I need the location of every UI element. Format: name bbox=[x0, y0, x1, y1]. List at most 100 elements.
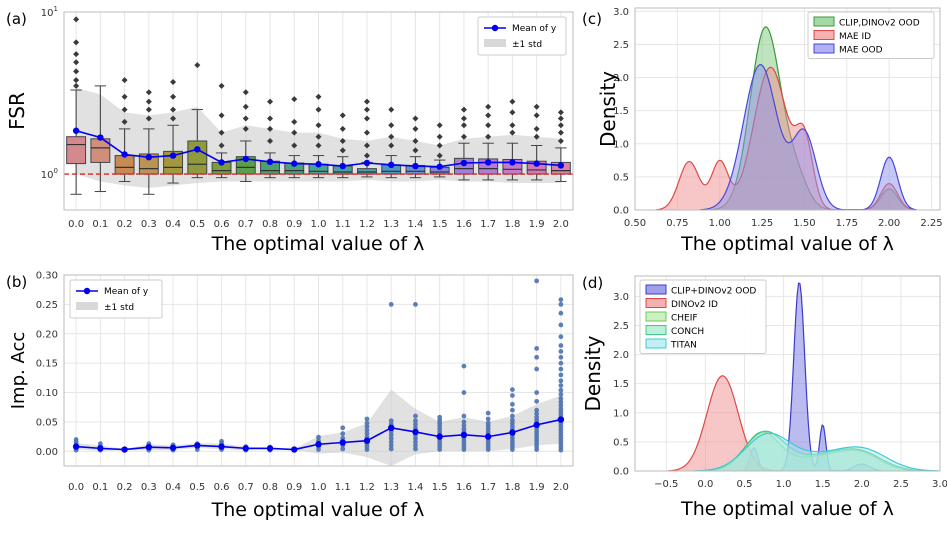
flier-point bbox=[485, 133, 492, 140]
scatter-point bbox=[558, 391, 564, 397]
flier-point bbox=[557, 115, 564, 122]
flier-point bbox=[460, 115, 467, 122]
flier-point bbox=[509, 109, 516, 116]
y-tick-label: 3.0 bbox=[613, 7, 629, 18]
y-tick-label: 1.5 bbox=[613, 379, 629, 390]
x-tick-label: 1.8 bbox=[504, 482, 520, 493]
x-tick-label: 0.2 bbox=[117, 219, 133, 230]
mean-point bbox=[557, 162, 565, 169]
scatter-point bbox=[558, 366, 564, 372]
y-tick-label: 3.0 bbox=[613, 292, 629, 303]
flier-point bbox=[267, 98, 274, 105]
box-0.9 bbox=[284, 96, 305, 179]
panel-label: (a) bbox=[6, 10, 27, 28]
box-0.4 bbox=[163, 78, 184, 184]
x-axis-label: The optimal value of λ bbox=[211, 499, 425, 521]
flier-point bbox=[363, 106, 370, 113]
scatter-point bbox=[437, 414, 443, 420]
scatter-point bbox=[340, 425, 346, 431]
y-tick-label: 2.0 bbox=[613, 73, 629, 84]
scatter-point bbox=[558, 372, 564, 378]
density-TITAN bbox=[694, 432, 939, 472]
y-tick-label: 0.5 bbox=[613, 437, 629, 448]
scatter-point bbox=[461, 426, 467, 432]
plot-frame bbox=[634, 7, 941, 211]
scatter-point bbox=[558, 406, 564, 412]
panel-label: (b) bbox=[6, 273, 27, 291]
x-tick-label: 1.3 bbox=[383, 219, 399, 230]
x-tick-label: 2.00 bbox=[878, 218, 900, 229]
plot-frame bbox=[634, 275, 941, 472]
y-tick-label: 0.25 bbox=[36, 300, 58, 311]
y-tick-label: 0.30 bbox=[36, 271, 58, 282]
box-body bbox=[114, 155, 135, 175]
flier-point bbox=[73, 59, 80, 66]
scatter-point bbox=[461, 413, 467, 419]
flier-point bbox=[388, 106, 395, 113]
mean-point bbox=[291, 446, 298, 453]
y-tick-label: 0.05 bbox=[36, 417, 58, 428]
flier-point bbox=[218, 112, 225, 119]
scatter-point bbox=[558, 360, 564, 366]
scatter-point bbox=[558, 334, 564, 340]
flier-point bbox=[363, 152, 370, 159]
legend-label: ±1 std bbox=[104, 303, 134, 313]
flier-point bbox=[557, 109, 564, 116]
mean-point bbox=[194, 146, 201, 153]
legend: CLIP,DINOv2 OOD MAE ID MAE OOD bbox=[807, 11, 935, 59]
mean-point bbox=[194, 442, 201, 449]
scatter-point bbox=[510, 413, 515, 419]
scatter-point bbox=[534, 414, 540, 420]
y-axis-label: Density bbox=[581, 335, 605, 411]
mean-point bbox=[72, 127, 80, 134]
y-tick-label: 100 bbox=[41, 167, 58, 181]
flier-point bbox=[145, 115, 152, 122]
flier-point bbox=[145, 98, 152, 105]
x-tick-label: 0.8 bbox=[262, 219, 278, 230]
flier-point bbox=[363, 98, 370, 105]
y-tick-label: 0.10 bbox=[36, 388, 58, 399]
mean-point bbox=[315, 161, 322, 168]
flier-point bbox=[485, 103, 492, 110]
scatter-point bbox=[558, 378, 564, 384]
flier-point bbox=[436, 142, 443, 149]
y-tick-label: 2.5 bbox=[613, 321, 629, 332]
flier-point bbox=[315, 142, 322, 149]
legend-swatch bbox=[645, 298, 667, 308]
box-1.0 bbox=[308, 93, 329, 179]
x-axis-label: The optimal value of λ bbox=[680, 498, 894, 520]
scatter-point bbox=[510, 393, 515, 398]
x-tick-label: 0.1 bbox=[92, 219, 108, 230]
density-line bbox=[694, 432, 939, 472]
y-tick-label: 0.15 bbox=[36, 359, 58, 370]
legend: CLIP+DINOv2 OOD DINOv2 ID CHEIF CONCH TITAN bbox=[639, 279, 767, 354]
flier-point bbox=[242, 125, 249, 132]
y-tick-label: 1.0 bbox=[613, 408, 629, 419]
y-axis-label: Imp. Acc bbox=[8, 332, 29, 410]
scatter-point bbox=[558, 403, 564, 408]
mean-point bbox=[484, 433, 492, 440]
x-tick-label: 1.2 bbox=[359, 482, 375, 493]
mean-point bbox=[509, 429, 516, 436]
flier-point bbox=[121, 106, 128, 113]
flier-point bbox=[412, 115, 419, 122]
x-tick-label: 0.3 bbox=[141, 219, 157, 230]
scatter-point bbox=[485, 410, 491, 416]
scatter-point bbox=[413, 413, 418, 419]
x-tick-label: 1.7 bbox=[480, 482, 496, 493]
x-tick-label: 0.4 bbox=[165, 482, 181, 493]
density-line bbox=[700, 64, 917, 211]
legend-mean-marker bbox=[491, 24, 499, 32]
scatter-point bbox=[413, 301, 418, 307]
box-body bbox=[357, 168, 377, 175]
flier-point bbox=[73, 77, 80, 84]
mean-point bbox=[436, 163, 443, 170]
scatter-point bbox=[558, 349, 564, 354]
flier-point bbox=[436, 122, 443, 129]
flier-point bbox=[170, 106, 177, 113]
density-fill bbox=[655, 67, 916, 211]
mean-point bbox=[339, 439, 346, 446]
legend-label: CLIP,DINOv2 OOD bbox=[839, 19, 920, 29]
x-tick-label: 0.4 bbox=[165, 219, 181, 230]
mean-point bbox=[72, 443, 80, 450]
